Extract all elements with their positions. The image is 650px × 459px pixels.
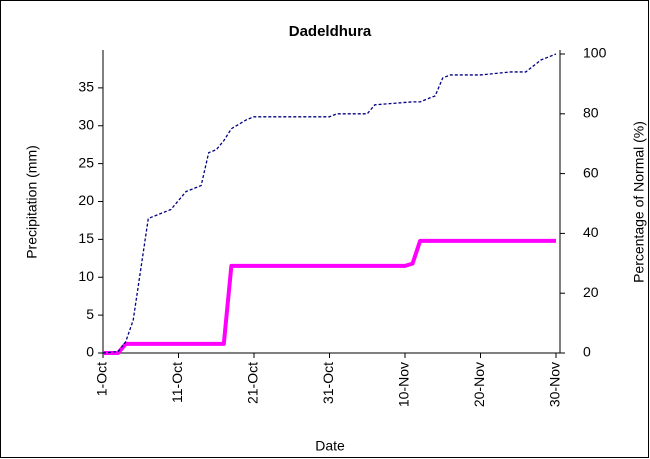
x-tick-label: 11-Oct	[169, 362, 185, 403]
y-tick-label: 25	[78, 154, 94, 170]
x-tick-label: 31-Oct	[320, 362, 336, 404]
x-tick-label: 30-Nov	[547, 362, 563, 407]
y-tick-label: 10	[78, 268, 94, 284]
series-line	[103, 238, 556, 355]
y2-tick-label: 40	[583, 224, 599, 240]
x-tick-label: 20-Nov	[471, 362, 487, 407]
series-line	[102, 53, 557, 354]
y2-axis-label: Percentage of Normal (%)	[631, 121, 647, 283]
y-tick-label: 5	[86, 306, 94, 322]
y2-tick-label: 20	[583, 284, 599, 300]
y2-tick-label: 100	[583, 45, 607, 61]
y-tick-label: 35	[78, 79, 94, 95]
y2-tick-label: 0	[583, 344, 591, 360]
x-tick-label: 10-Nov	[396, 362, 412, 407]
y-tick-label: 0	[86, 344, 94, 360]
y-tick-label: 15	[78, 230, 94, 246]
y2-tick-label: 60	[583, 164, 599, 180]
x-tick-label: 21-Oct	[245, 362, 261, 404]
y-tick-label: 20	[78, 192, 94, 208]
x-axis-label: Date	[315, 438, 345, 454]
y2-tick-label: 80	[583, 105, 599, 121]
chart-title: Dadeldhura	[289, 23, 372, 40]
x-tick-label: 1-Oct	[94, 362, 110, 396]
y-axis-label: Precipitation (mm)	[24, 145, 40, 259]
y-tick-label: 30	[78, 116, 94, 132]
